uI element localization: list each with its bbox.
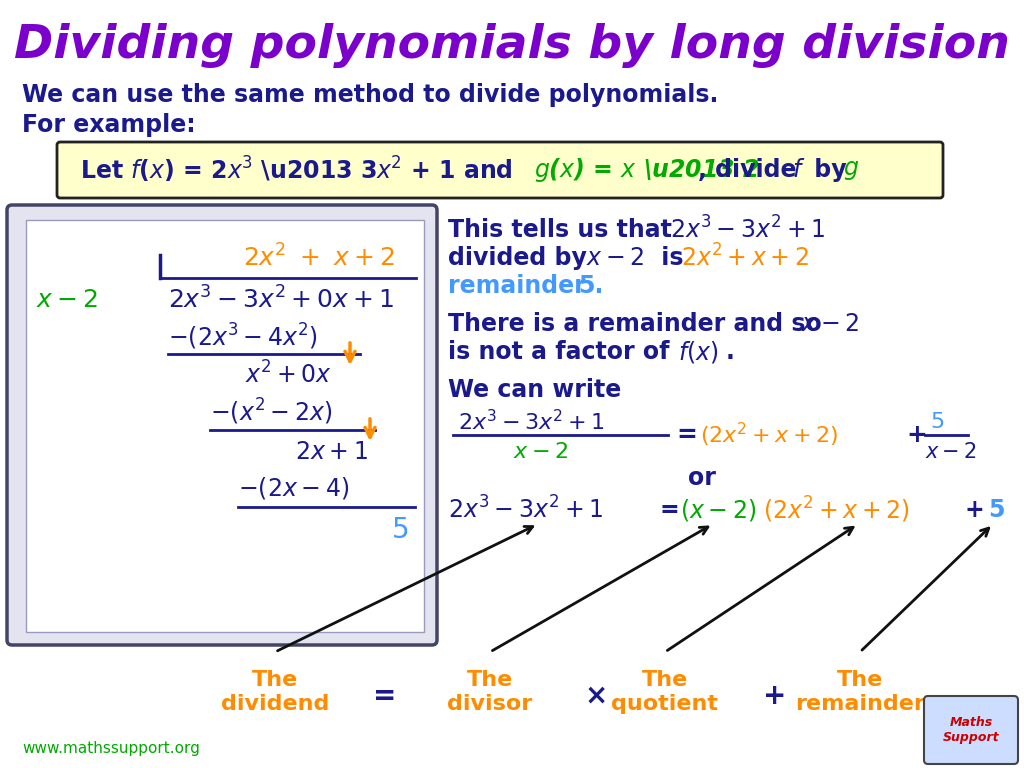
Text: remainder: remainder [449, 274, 594, 298]
Text: Maths
Support: Maths Support [943, 716, 999, 744]
Text: is: is [653, 246, 692, 270]
Text: $2x^3 - 3x^2 + 0x + 1$: $2x^3 - 3x^2 + 0x + 1$ [168, 286, 394, 313]
Text: $(2x^2 + x + 2)$: $(2x^2 + x + 2)$ [763, 495, 909, 525]
Text: is not a factor of: is not a factor of [449, 340, 678, 364]
Text: $-(x^2 - 2x)$: $-(x^2 - 2x)$ [210, 397, 333, 427]
Text: =: = [374, 682, 396, 710]
Text: We can use the same method to divide polynomials.: We can use the same method to divide pol… [22, 83, 719, 107]
Text: $x^2 + 0x$: $x^2 + 0x$ [245, 362, 332, 389]
Text: $x - 2$: $x - 2$ [513, 442, 568, 462]
Text: $5$: $5$ [930, 412, 944, 432]
Text: =: = [676, 423, 697, 447]
Text: $2x^3 - 3x^2 + 1$: $2x^3 - 3x^2 + 1$ [458, 409, 604, 435]
Text: quotient: quotient [611, 694, 719, 714]
Text: The: The [252, 670, 298, 690]
Text: www.mathssupport.org: www.mathssupport.org [22, 740, 200, 756]
Text: Let $f$($x$) = 2$x$$^3$ \u2013 3$x$$^2$ + 1 and: Let $f$($x$) = 2$x$$^3$ \u2013 3$x$$^2$ … [80, 155, 515, 185]
Text: $f(x)$: $f(x)$ [678, 339, 719, 365]
Text: $(2x^2 + x + 2)$: $(2x^2 + x + 2)$ [700, 421, 839, 449]
Text: The: The [837, 670, 883, 690]
Text: ×: × [585, 682, 607, 710]
Text: 5: 5 [988, 498, 1005, 522]
Text: $2x + 1$: $2x + 1$ [295, 440, 368, 464]
Text: divisor: divisor [447, 694, 532, 714]
Text: .: . [726, 340, 735, 364]
Text: remainder: remainder [795, 694, 925, 714]
Text: There is a remainder and so: There is a remainder and so [449, 312, 830, 336]
Text: For example:: For example: [22, 113, 196, 137]
Bar [26, 220, 424, 632]
FancyBboxPatch shape [7, 205, 437, 645]
Text: $2x^3 - 3x^2 + 1$: $2x^3 - 3x^2 + 1$ [670, 217, 825, 243]
Text: $-(2x^3 - 4x^2)$: $-(2x^3 - 4x^2)$ [168, 322, 317, 352]
Text: 5.: 5. [578, 274, 603, 298]
FancyBboxPatch shape [57, 142, 943, 198]
Text: or: or [688, 466, 716, 490]
Text: $x - 2$: $x - 2$ [36, 288, 97, 312]
Text: Dividing polynomials by long division: Dividing polynomials by long division [14, 22, 1010, 68]
Text: $(x - 2)$: $(x - 2)$ [680, 497, 757, 523]
Text: +: + [763, 682, 786, 710]
Text: We can write: We can write [449, 378, 622, 402]
Text: dividend: dividend [221, 694, 329, 714]
Text: The: The [467, 670, 513, 690]
Text: divided by: divided by [449, 246, 595, 270]
Text: , divide: , divide [698, 158, 805, 182]
Text: This tells us that: This tells us that [449, 218, 680, 242]
Text: =: = [660, 498, 680, 522]
Text: $2x^2 + x + 2$: $2x^2 + x + 2$ [681, 244, 809, 272]
Text: $x - 2$: $x - 2$ [586, 246, 644, 270]
Text: $2x^2\ +\ x + 2$: $2x^2\ +\ x + 2$ [244, 244, 395, 272]
Text: +: + [906, 423, 927, 447]
FancyBboxPatch shape [924, 696, 1018, 764]
Text: $x - 2$: $x - 2$ [925, 442, 977, 462]
Text: $2x^3 - 3x^2 + 1$: $2x^3 - 3x^2 + 1$ [449, 496, 603, 524]
Text: $f$: $f$ [792, 158, 805, 182]
Text: The: The [642, 670, 688, 690]
Text: $-(2x - 4)$: $-(2x - 4)$ [238, 475, 349, 501]
Text: $x - 2$: $x - 2$ [801, 312, 859, 336]
Text: +: + [965, 498, 993, 522]
Text: by: by [806, 158, 855, 182]
Text: $g$($x$) = $x$ \u2013 2: $g$($x$) = $x$ \u2013 2 [534, 156, 760, 184]
Text: $g$: $g$ [843, 158, 859, 182]
Text: $5$: $5$ [391, 516, 408, 544]
